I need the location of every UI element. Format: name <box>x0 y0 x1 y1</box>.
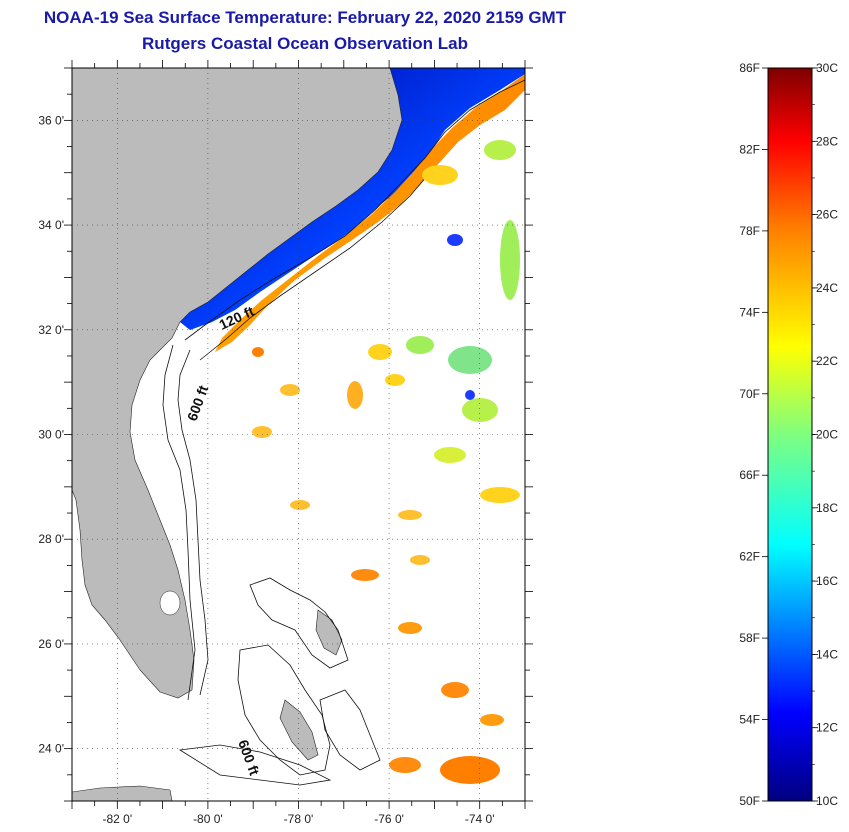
lon-tick-label: -82 0' <box>102 812 132 826</box>
colorbar-c-label: 12C <box>816 721 838 735</box>
depth-contours <box>162 79 525 786</box>
lat-tick-label: 32 0' <box>38 323 64 337</box>
map-title: NOAA-19 Sea Surface Temperature: Februar… <box>43 8 567 27</box>
lon-tick-label: -74 0' <box>465 812 495 826</box>
lake-okeechobee <box>159 590 181 616</box>
land-andros <box>279 699 319 761</box>
colorbar-f-label: 66F <box>739 468 760 482</box>
colorbar-f-label: 74F <box>739 305 760 319</box>
colorbar-c-label: 26C <box>816 208 838 222</box>
colorbar-c-label: 14C <box>816 647 838 661</box>
colorbar-fahrenheit-labels: 86F 82F 78F 74F 70F 66F 62F 58F 54F 50F <box>739 61 768 808</box>
land-cuba <box>72 785 173 801</box>
colorbar-f-label: 70F <box>739 387 760 401</box>
colorbar-c-label: 16C <box>816 574 838 588</box>
colorbar-f-label: 54F <box>739 713 760 727</box>
colorbar-c-label: 24C <box>816 281 838 295</box>
colorbar-f-label: 78F <box>739 224 760 238</box>
lon-tick-label: -80 0' <box>193 812 223 826</box>
map-subtitle: Rutgers Coastal Ocean Observation Lab <box>142 34 468 53</box>
longitude-labels: -82 0' -80 0' -78 0' -76 0' -74 0' <box>102 812 494 826</box>
lat-tick-label: 34 0' <box>38 218 64 232</box>
lon-tick-label: -78 0' <box>284 812 314 826</box>
colorbar-f-label: 82F <box>739 142 760 156</box>
colorbar-c-label: 30C <box>816 61 838 75</box>
cold-shelf-water <box>180 68 525 330</box>
latitude-labels: 24 0' 26 0' 28 0' 30 0' 32 0' 34 0' 36 0' <box>38 113 64 755</box>
lon-tick-label: -76 0' <box>374 812 404 826</box>
colorbar-c-label: 22C <box>816 354 838 368</box>
grid-lines <box>64 60 533 809</box>
gulf-stream-band <box>215 74 525 352</box>
lat-tick-label: 30 0' <box>38 428 64 442</box>
colorbar-c-label: 18C <box>816 501 838 515</box>
colorbar-c-label: 20C <box>816 428 838 442</box>
lat-tick-label: 36 0' <box>38 113 64 127</box>
colorbar-celsius-labels: 30C 28C 26C 24C 22C 20C 18C 16C 14C 12C 10C <box>812 61 838 808</box>
sst-patches <box>252 140 520 784</box>
colorbar-f-label: 86F <box>739 61 760 75</box>
colorbar-f-label: 58F <box>739 631 760 645</box>
colorbar-f-label: 50F <box>739 794 760 808</box>
colorbar-c-label: 28C <box>816 134 838 148</box>
lat-tick-label: 24 0' <box>38 742 64 756</box>
map-layers <box>72 68 525 801</box>
colorbar-f-label: 62F <box>739 550 760 564</box>
colorbar-c-label: 10C <box>816 794 838 808</box>
land-mass-us <box>72 68 403 699</box>
lat-tick-label: 28 0' <box>38 532 64 546</box>
colorbar <box>767 67 813 802</box>
lat-tick-label: 26 0' <box>38 637 64 651</box>
